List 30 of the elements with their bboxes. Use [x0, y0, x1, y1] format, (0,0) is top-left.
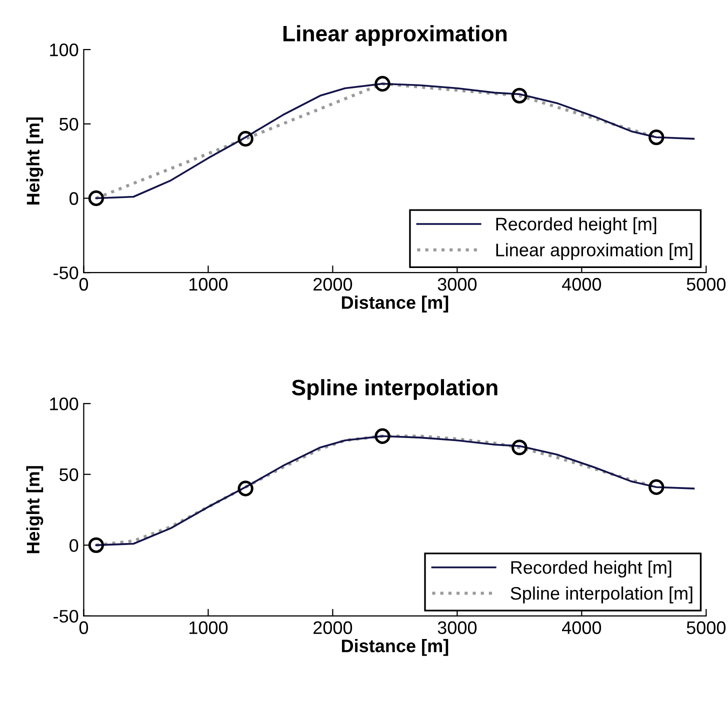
y-axis-title: Height [m]	[26, 466, 44, 554]
x-tick-label: 5000	[686, 621, 726, 634]
x-axis-title: Distance [m]	[342, 296, 448, 312]
legend-label: Recorded height [m]	[511, 560, 672, 578]
x-tick-label: 0	[79, 278, 88, 291]
legend-label: Linear approximation [m]	[496, 243, 692, 260]
x-tick-label: 4000	[562, 621, 602, 634]
y-tick-label: 0	[70, 539, 78, 552]
legend-label: Spline interpolation [m]	[510, 586, 692, 604]
y-tick-label: 50	[60, 118, 78, 131]
x-tick-label: 1000	[190, 278, 228, 291]
y-tick-label: 50	[60, 468, 78, 482]
x-tick-label: 2000	[314, 621, 352, 634]
y-tick-label: 0	[70, 192, 78, 205]
x-tick-label: 4000	[562, 278, 602, 291]
x-tick-label: 2000	[314, 278, 352, 291]
x-axis-title: Distance [m]	[342, 639, 448, 656]
x-tick-label: 1000	[190, 621, 228, 634]
y-tick-label: -50	[54, 610, 78, 623]
x-tick-label: 3000	[438, 278, 477, 291]
x-tick-label: 0	[79, 621, 88, 634]
x-tick-label: 3000	[438, 621, 477, 634]
y-axis-title: Height [m]	[26, 117, 44, 204]
x-tick-label: 5000	[686, 278, 726, 291]
y-tick-label: -50	[54, 266, 78, 280]
y-tick-label: 100	[50, 43, 78, 56]
chart-title: Spline interpolation	[292, 379, 498, 400]
chart-title: Linear approximation	[283, 25, 507, 46]
legend-label: Recorded height [m]	[496, 217, 656, 234]
y-tick-label: 100	[50, 397, 78, 410]
